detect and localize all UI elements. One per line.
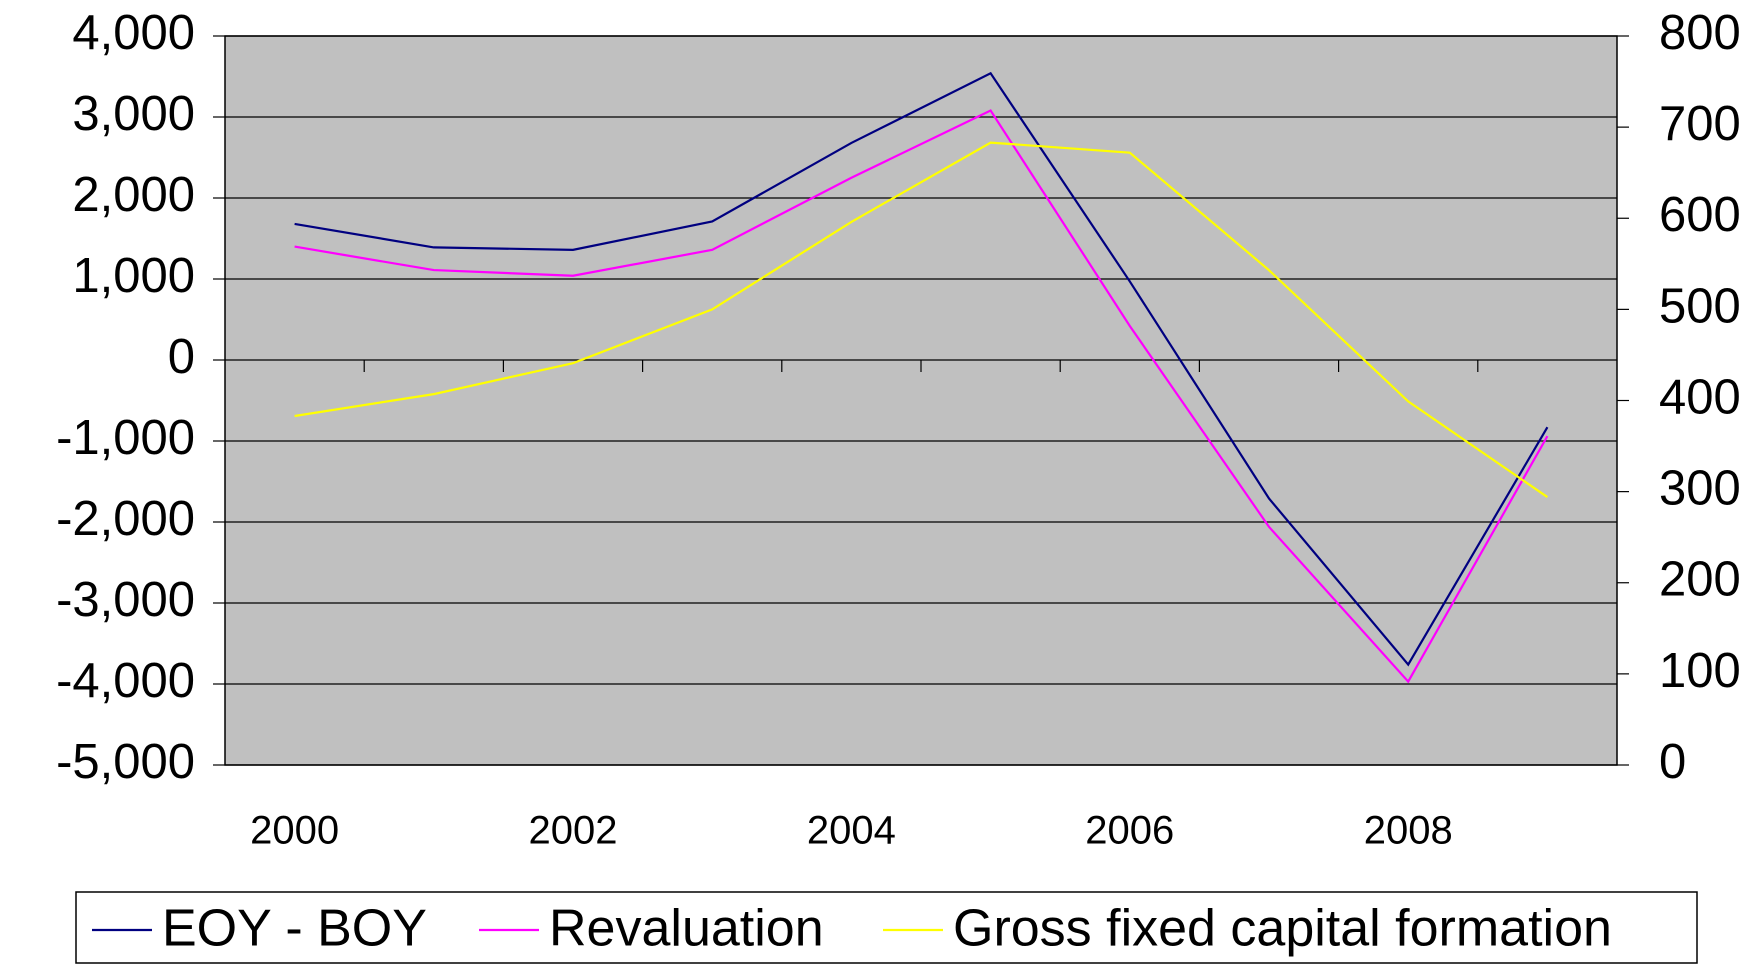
y2-tick-label: 100	[1659, 644, 1741, 698]
y-tick-label: -1,000	[56, 411, 195, 465]
legend-label: Revaluation	[549, 900, 824, 958]
series-line	[294, 109, 1549, 684]
series-line	[294, 141, 1549, 498]
x-tick-label: 2004	[807, 809, 896, 853]
y2-tick-label: 400	[1659, 370, 1741, 424]
y-tick-label: 3,000	[72, 87, 195, 141]
x-tick-label: 2008	[1364, 809, 1453, 853]
x-tick-label: 2002	[529, 809, 618, 853]
y2-tick-label: 600	[1659, 188, 1741, 242]
y-tick-label: -5,000	[56, 735, 195, 789]
x-tick-label: 2000	[250, 809, 339, 853]
legend-label: EOY - BOY	[162, 900, 427, 958]
legend-label: Gross fixed capital formation	[953, 900, 1612, 958]
y2-tick-label: 200	[1659, 553, 1741, 607]
y2-tick-label: 300	[1659, 462, 1741, 516]
plot-area	[224, 35, 1618, 766]
series-line	[294, 71, 1549, 667]
y2-tick-label: 0	[1659, 735, 1686, 789]
y2-tick-label: 700	[1659, 97, 1741, 151]
y2-tick-label: 500	[1659, 279, 1741, 333]
legend: EOY - BOY Revaluation Gross fixed capital …	[75, 891, 1698, 964]
y-tick-label: 1,000	[72, 249, 195, 303]
y-tick-label: -3,000	[56, 573, 195, 627]
y2-tick-label: 800	[1659, 6, 1741, 60]
y-tick-label: 2,000	[72, 168, 195, 222]
x-tick-label: 2006	[1085, 809, 1174, 853]
legend-box	[75, 891, 1698, 964]
y-tick-label: 4,000	[72, 6, 195, 60]
y-tick-label: 0	[168, 330, 195, 384]
y-tick-label: -4,000	[56, 654, 195, 708]
y-tick-label: -2,000	[56, 492, 195, 546]
